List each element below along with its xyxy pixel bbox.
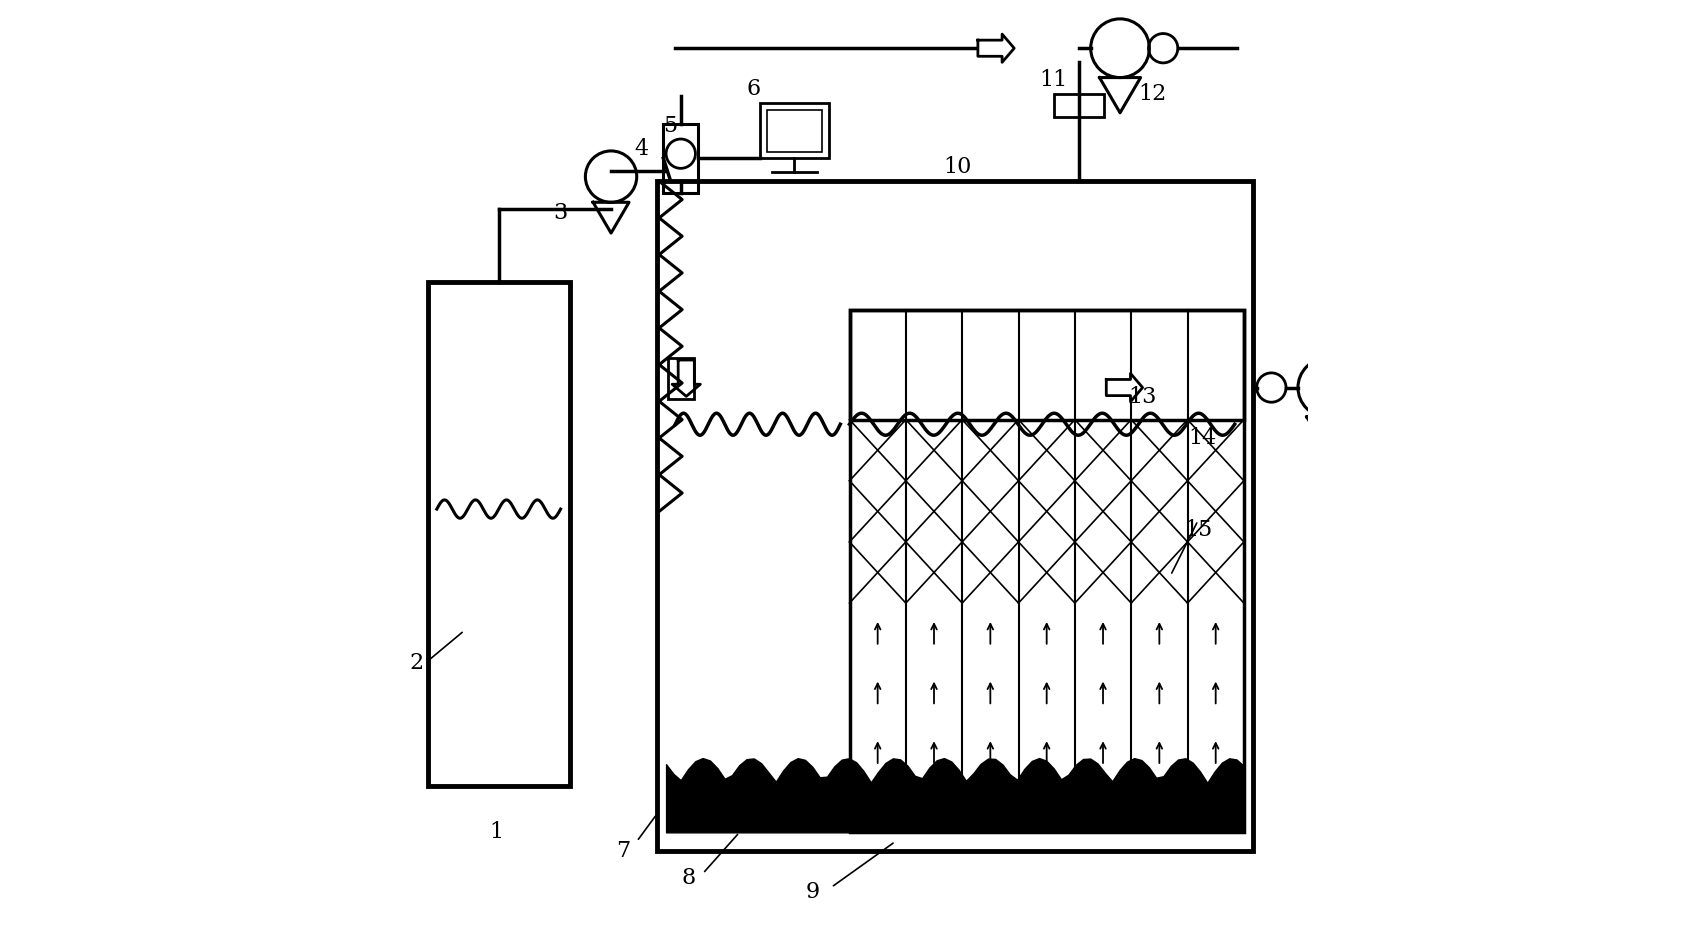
Polygon shape [978, 34, 1014, 62]
Text: 10: 10 [942, 156, 971, 179]
Text: 9: 9 [805, 881, 820, 903]
Text: 4: 4 [633, 138, 649, 160]
Bar [428, 282, 569, 787]
Text: 1: 1 [489, 821, 503, 843]
Text: 6: 6 [745, 78, 759, 101]
Text: 15: 15 [1184, 519, 1211, 541]
Text: 5: 5 [664, 115, 678, 137]
Bar [657, 182, 1253, 851]
Text: 12: 12 [1138, 83, 1165, 105]
Polygon shape [1105, 373, 1143, 401]
Bar [667, 358, 693, 399]
Bar [759, 103, 829, 158]
Text: 3: 3 [554, 202, 567, 224]
Bar [767, 110, 822, 152]
Text: 13: 13 [1127, 385, 1156, 408]
Bar [1053, 94, 1104, 117]
Polygon shape [672, 360, 700, 397]
Bar [662, 124, 698, 193]
Bar [849, 310, 1243, 832]
Text: 7: 7 [616, 840, 630, 862]
Text: 2: 2 [409, 652, 423, 674]
Text: 8: 8 [681, 867, 696, 889]
Bar [849, 310, 1243, 420]
Text: 11: 11 [1039, 69, 1066, 91]
Text: 14: 14 [1189, 427, 1216, 449]
